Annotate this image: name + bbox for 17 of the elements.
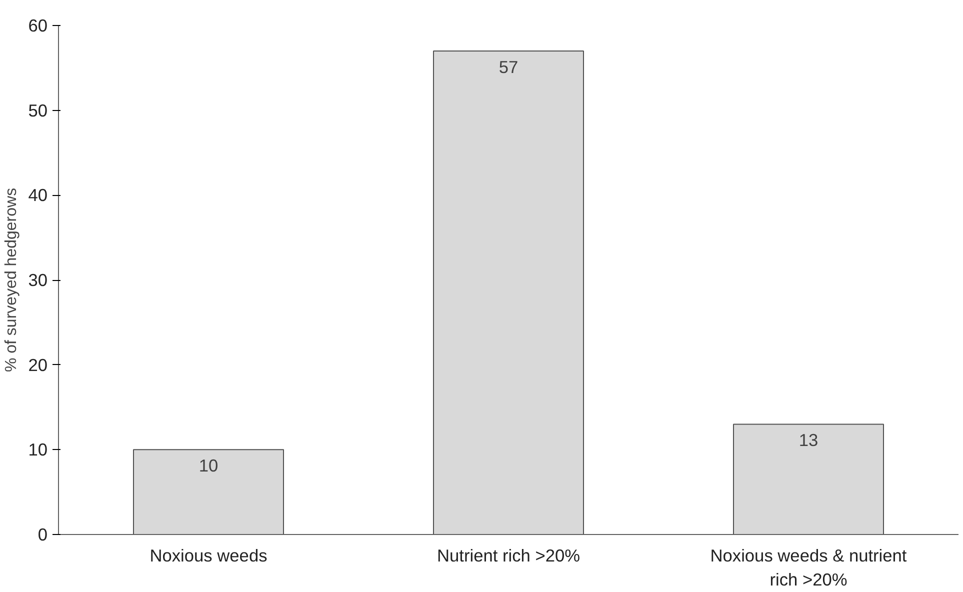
data-label: 10 <box>198 456 218 476</box>
x-tick-label: Noxious weeds <box>150 546 268 566</box>
bar <box>733 424 884 534</box>
bar <box>133 449 284 534</box>
y-tick-label: 0 <box>38 524 48 544</box>
x-tick-label: Noxious weeds & nutrient rich >20% <box>710 546 907 590</box>
y-tick-label: 60 <box>28 16 48 36</box>
y-tick-label: 30 <box>28 270 48 290</box>
y-tick-label: 20 <box>28 354 48 375</box>
bar <box>433 50 584 534</box>
y-axis-title: % of surveyed hedgerows <box>3 188 20 372</box>
data-label: 57 <box>498 56 518 77</box>
x-tick-label: Nutrient rich >20% <box>436 546 580 566</box>
y-tick-label: 50 <box>28 100 48 120</box>
y-tick-label: 40 <box>28 185 48 206</box>
data-label: 13 <box>798 430 818 450</box>
y-tick-label: 10 <box>28 440 48 460</box>
